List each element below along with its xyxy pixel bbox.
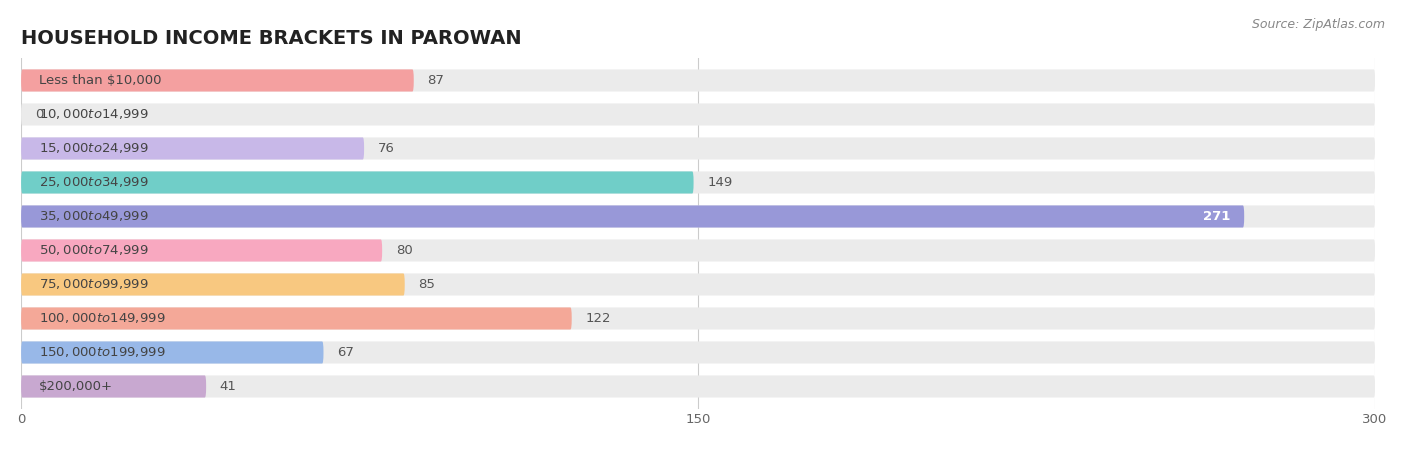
FancyBboxPatch shape [21,308,1375,330]
Text: HOUSEHOLD INCOME BRACKETS IN PAROWAN: HOUSEHOLD INCOME BRACKETS IN PAROWAN [21,30,522,48]
FancyBboxPatch shape [21,239,382,261]
Text: 271: 271 [1204,210,1230,223]
Text: 87: 87 [427,74,444,87]
FancyBboxPatch shape [21,172,1375,194]
Text: 80: 80 [395,244,412,257]
Text: $100,000 to $149,999: $100,000 to $149,999 [39,312,166,326]
Text: $50,000 to $74,999: $50,000 to $74,999 [39,243,149,257]
Text: Source: ZipAtlas.com: Source: ZipAtlas.com [1251,18,1385,31]
Text: 122: 122 [585,312,610,325]
Text: 85: 85 [418,278,434,291]
FancyBboxPatch shape [21,137,1375,159]
Text: Less than $10,000: Less than $10,000 [39,74,162,87]
Text: 149: 149 [707,176,733,189]
FancyBboxPatch shape [21,341,323,364]
FancyBboxPatch shape [21,103,1375,126]
Text: $200,000+: $200,000+ [39,380,112,393]
Text: $75,000 to $99,999: $75,000 to $99,999 [39,277,149,291]
Text: 76: 76 [378,142,395,155]
Text: 67: 67 [337,346,354,359]
FancyBboxPatch shape [21,70,413,92]
FancyBboxPatch shape [21,273,405,295]
Text: 0: 0 [35,108,44,121]
FancyBboxPatch shape [21,273,1375,295]
Text: $10,000 to $14,999: $10,000 to $14,999 [39,107,149,122]
FancyBboxPatch shape [21,172,693,194]
Text: $35,000 to $49,999: $35,000 to $49,999 [39,210,149,224]
FancyBboxPatch shape [21,341,1375,364]
FancyBboxPatch shape [21,375,207,397]
FancyBboxPatch shape [21,70,1375,92]
Text: $25,000 to $34,999: $25,000 to $34,999 [39,176,149,189]
FancyBboxPatch shape [21,206,1244,228]
FancyBboxPatch shape [21,137,364,159]
FancyBboxPatch shape [21,206,1375,228]
Text: $150,000 to $199,999: $150,000 to $199,999 [39,345,166,360]
Text: $15,000 to $24,999: $15,000 to $24,999 [39,141,149,155]
FancyBboxPatch shape [21,239,1375,261]
FancyBboxPatch shape [21,375,1375,397]
Text: 41: 41 [219,380,236,393]
FancyBboxPatch shape [21,308,572,330]
